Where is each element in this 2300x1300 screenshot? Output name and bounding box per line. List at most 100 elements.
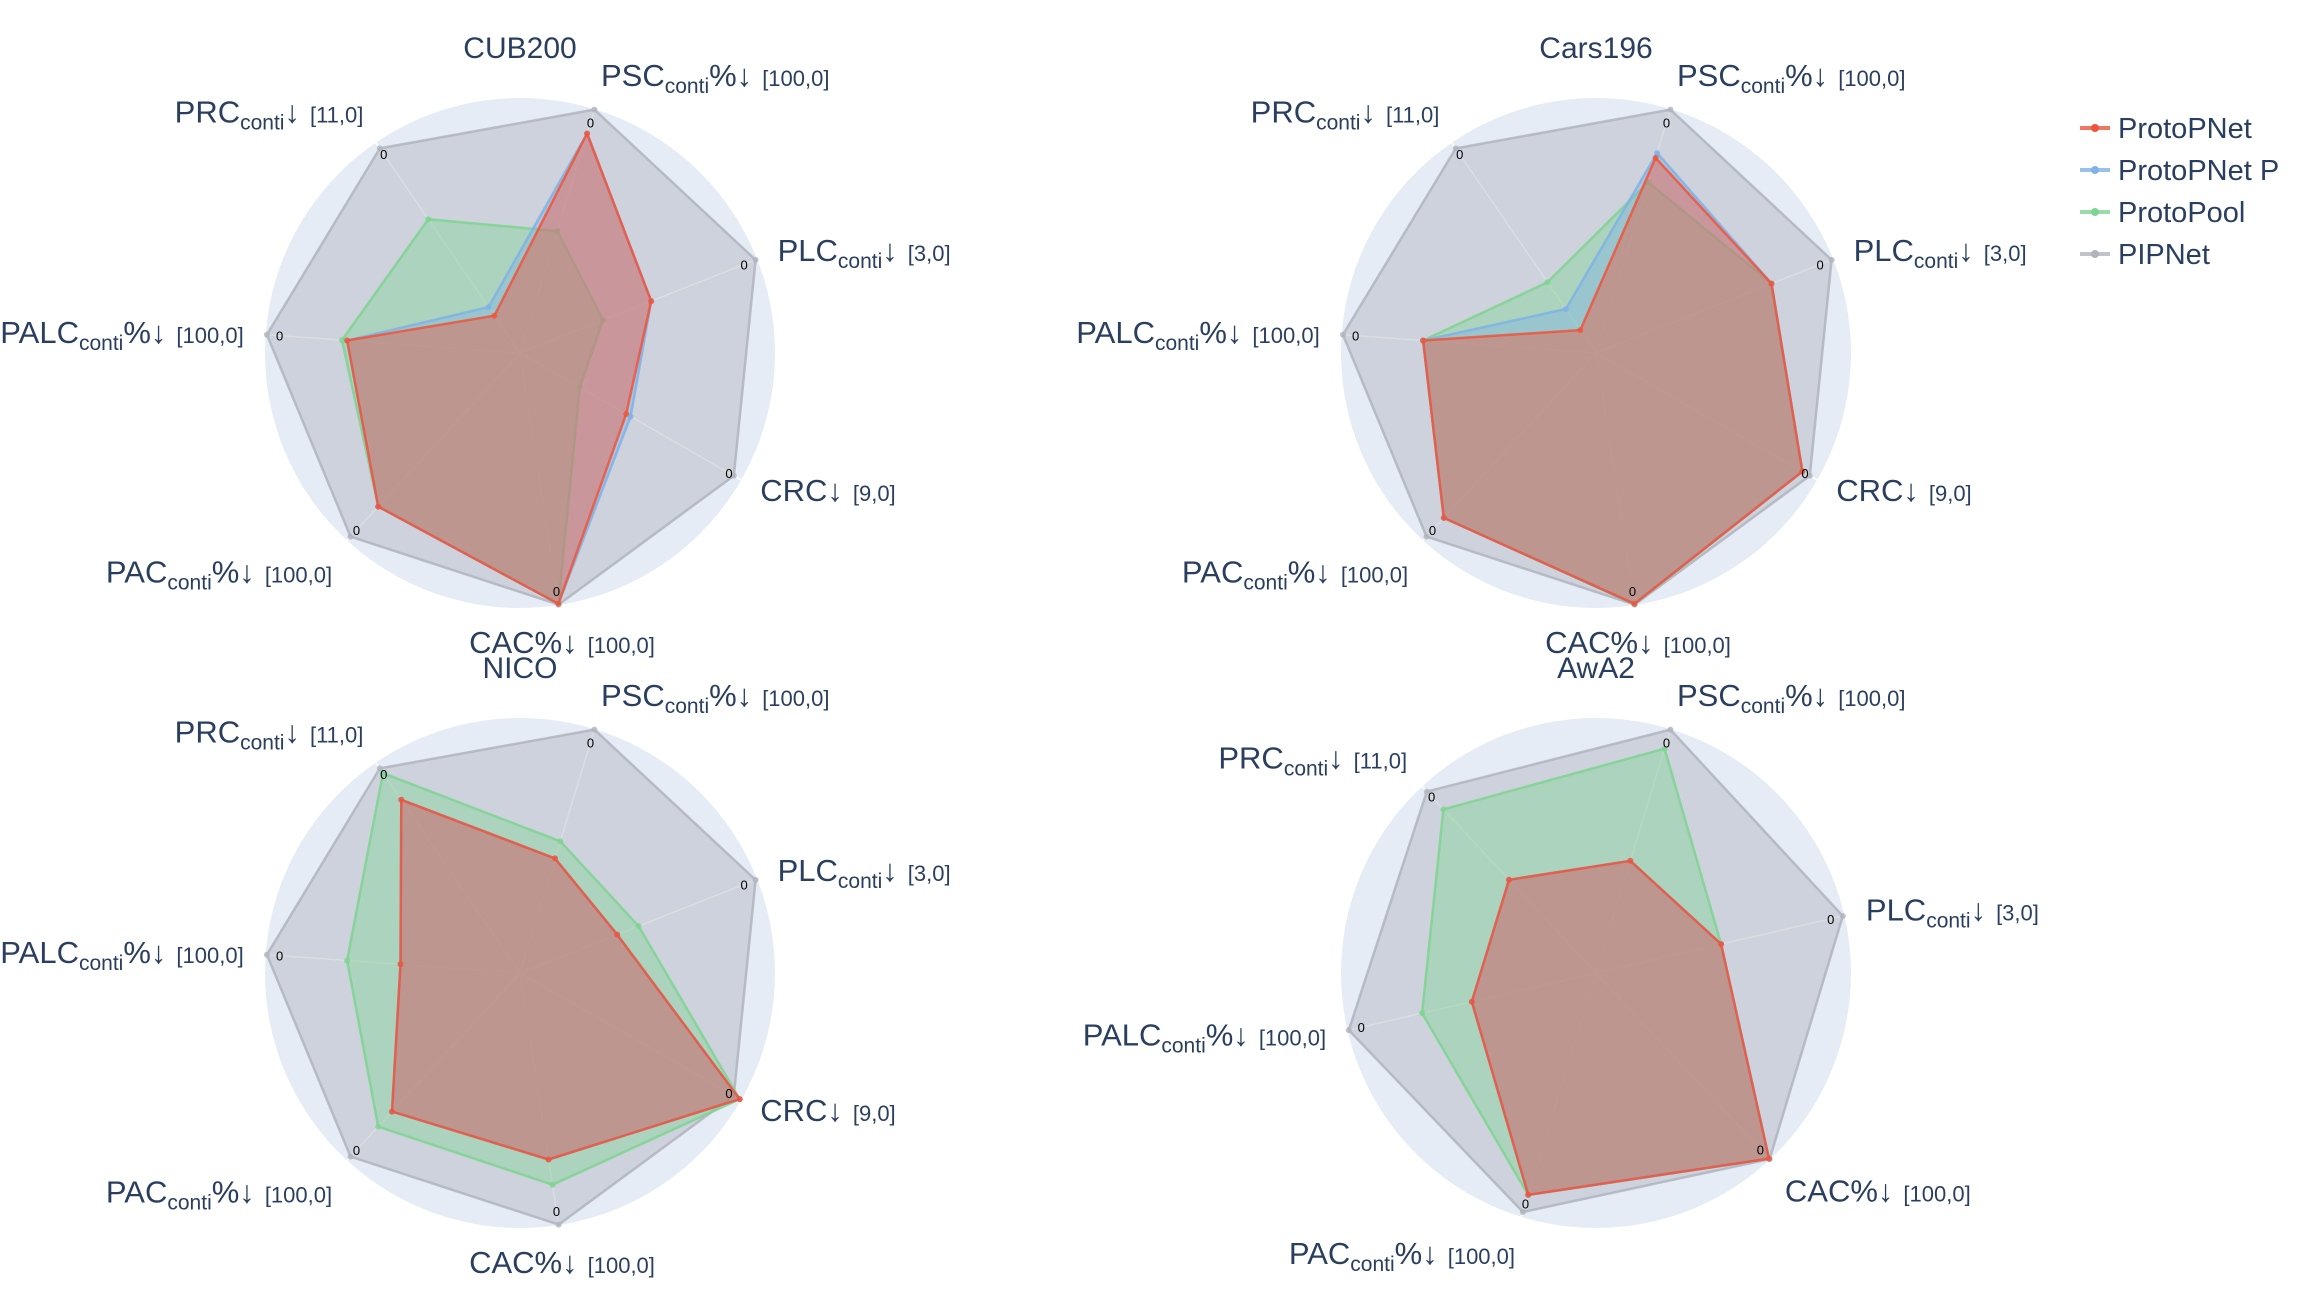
axis-label-plc: PLCconti↓ [3,0]: [778, 233, 951, 273]
series-point-protopnet: [1420, 337, 1427, 344]
series-point-protopool: [635, 923, 642, 930]
legend-marker-protopool: [2091, 208, 2099, 216]
series-point-protopool: [375, 1123, 382, 1130]
series-point-protopnet: [1766, 1155, 1772, 1162]
series-point-protopnet-p: [485, 304, 492, 311]
axis-label-pac: PACconti%↓ [100,0]: [1289, 1236, 1515, 1276]
axis-label-palc: PALCconti%↓ [100,0]: [0, 935, 243, 975]
series-point-pipnet: [555, 1221, 562, 1228]
series-point-pipnet: [1519, 1209, 1526, 1215]
series-point-protopnet: [1440, 514, 1447, 521]
panel-title: CUB200: [463, 32, 576, 65]
radial-tick-label: 0: [380, 147, 387, 162]
axis-label-cac: CAC%↓ [100,0]: [1545, 625, 1731, 660]
angular-gridline: [1595, 352, 1636, 606]
radial-tick-label: 0: [740, 877, 747, 892]
angular-gridline: [519, 728, 596, 974]
series-point-pipnet: [1452, 145, 1459, 152]
series-point-pipnet: [1806, 472, 1813, 479]
radial-tick-label: 0: [353, 523, 360, 538]
series-point-protopnet: [736, 1096, 743, 1103]
series-point-pipnet: [752, 876, 759, 883]
radar-panel-cars196: 0 0 0 0 0 0 0 PSCconti%↓ [100,0] PLCconti↓ [3,0] CR…: [1076, 32, 2026, 660]
radial-tick-label: 0: [276, 329, 283, 344]
axis-label-palc: PALCconti%↓ [100,0]: [0, 315, 243, 355]
angular-gridline: [346, 352, 521, 541]
series-point-pipnet: [347, 533, 354, 540]
axis-label-prc: PRCconti↓ [11,0]: [1218, 740, 1407, 780]
radial-tick-label: 0: [380, 767, 387, 782]
series-area-protopnet: [1421, 156, 1804, 606]
series-point-pipnet: [1423, 788, 1430, 795]
radial-tick-label: 0: [725, 1086, 732, 1101]
angular-gridline: [346, 972, 521, 1161]
axis-label-psc: PSCconti%↓ [100,0]: [1677, 678, 1905, 718]
series-point-protopnet: [491, 312, 498, 319]
series-point-pipnet: [1667, 106, 1674, 113]
angular-gridline: [265, 953, 521, 974]
legend-label-protopool: ProtoPool: [2118, 197, 2245, 229]
axis-label-crc: CRC↓ [9,0]: [760, 1093, 895, 1128]
series-point-pipnet: [591, 726, 598, 733]
axis-label-palc: PALCconti%↓ [100,0]: [1076, 315, 1319, 355]
legend-label-pipnet: PIPNet: [2118, 239, 2210, 271]
legend-marker-protopnet-p: [2091, 166, 2099, 174]
radial-tick-label: 0: [1352, 329, 1359, 344]
series-point-protopnet: [344, 337, 351, 344]
series-point-protopool: [1661, 745, 1668, 752]
legend-label-protopnet-p: ProtoPNet P: [2118, 155, 2279, 187]
axis-label-plc: PLCconti↓ [3,0]: [1866, 893, 2039, 933]
series-point-pipnet: [1667, 726, 1674, 733]
axis-label-cac: CAC%↓ [100,0]: [469, 1245, 655, 1280]
series-point-protopnet: [1627, 857, 1634, 864]
radial-tick-label: 0: [1816, 257, 1823, 272]
angular-gridline: [519, 972, 742, 1101]
series-point-protopool: [344, 957, 351, 964]
angular-gridline: [1520, 972, 1597, 1218]
series-area-protopool: [345, 771, 741, 1186]
series-point-protopnet: [1506, 876, 1512, 883]
series-point-protopnet-p: [1562, 306, 1569, 312]
series-point-pipnet: [376, 145, 383, 152]
series-point-protopnet-p: [1654, 150, 1661, 156]
axis-label-prc: PRCconti↓ [11,0]: [175, 95, 364, 135]
radial-tick-label: 0: [1358, 1020, 1365, 1035]
series-point-pipnet: [591, 106, 598, 113]
angular-gridline: [1595, 258, 1834, 354]
radial-tick-label: 0: [1827, 912, 1834, 927]
radial-tick-label: 0: [353, 1143, 360, 1158]
series-point-pipnet: [1423, 533, 1430, 540]
legend-marker-protopnet: [2091, 124, 2099, 132]
series-point-protopool: [576, 384, 583, 391]
angular-gridline: [1595, 352, 1818, 481]
axis-label-crc: CRC↓ [9,0]: [760, 473, 895, 508]
radar-panel-awa2: 0 0 0 0 0 0 PSCconti%↓ [100,0] PLCconti↓ [3,0] CAC…: [1083, 652, 2039, 1276]
axis-label-pac: PACconti%↓ [100,0]: [106, 555, 332, 595]
series-area-protopnet: [390, 798, 741, 1161]
radial-tick-label: 0: [553, 584, 560, 599]
series-point-protopool: [557, 838, 564, 845]
series-point-pipnet: [347, 1153, 354, 1160]
series-point-protopnet: [375, 503, 382, 510]
axis-label-cac: CAC%↓ [100,0]: [1785, 1174, 1971, 1209]
series-point-protopnet: [545, 1156, 552, 1163]
radial-tick-label: 0: [1801, 466, 1808, 481]
angular-gridline: [519, 258, 758, 354]
radial-tick-label: 0: [1429, 523, 1436, 538]
angular-gridline: [1341, 333, 1597, 354]
axis-label-psc: PSCconti%↓ [100,0]: [601, 678, 829, 718]
series-area-pipnet: [265, 728, 757, 1226]
axis-label-plc: PLCconti↓ [3,0]: [778, 853, 951, 893]
axis-label-psc: PSCconti%↓ [100,0]: [1677, 58, 1905, 98]
series-point-protopool: [380, 770, 386, 777]
series-point-protopnet: [1577, 327, 1584, 334]
series-point-pipnet: [376, 765, 383, 772]
series-point-protopnet: [614, 931, 621, 938]
angular-gridline: [1595, 108, 1672, 354]
series-point-protopnet: [584, 130, 591, 137]
angular-gridline: [1595, 972, 1771, 1161]
panel-title: Cars196: [1539, 32, 1652, 65]
series-point-pipnet: [1839, 913, 1846, 919]
angular-gridline: [1595, 728, 1672, 974]
